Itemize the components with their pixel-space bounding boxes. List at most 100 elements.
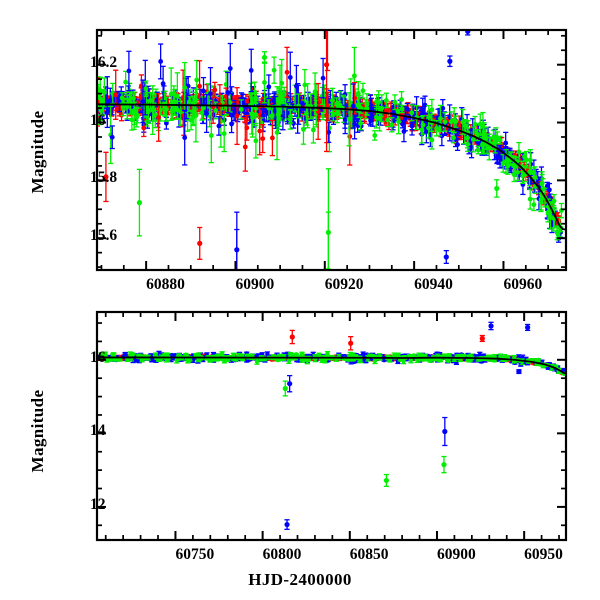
data-point [140,98,146,104]
data-point [355,90,361,96]
data-point [385,107,391,113]
data-point [257,128,263,134]
data-point [368,118,373,124]
data-point [253,138,259,144]
data-point [373,114,379,120]
data-point [376,99,382,105]
data-point [221,131,227,137]
data-point [145,108,151,114]
data-point [420,122,426,128]
data-point [227,100,233,105]
data-point [494,185,500,192]
data-point [409,110,415,116]
data-point [301,126,306,132]
data-point [516,149,522,155]
data-point [447,58,453,64]
data-point [496,153,502,158]
data-point [136,200,143,206]
data-point [315,109,321,114]
data-point [389,122,395,128]
data-point [131,108,137,114]
data-point [470,137,476,142]
data-point [160,81,166,87]
data-point [531,170,536,176]
data-point [396,119,402,125]
data-point [404,106,410,112]
data-point [181,113,187,119]
data-point [465,135,470,141]
data-point [262,80,267,85]
data-point [285,110,291,115]
data-point [182,135,188,141]
data-point [477,121,483,127]
plot-frame [95,28,568,272]
data-point [271,67,277,73]
data-point [98,99,100,105]
data-point [527,157,533,163]
data-point [126,68,132,74]
data-point [250,115,255,121]
data-point [270,135,275,141]
data-point [204,111,209,116]
data-point [325,229,331,236]
data-point [287,99,292,105]
data-point [372,133,378,138]
data-point [287,117,293,122]
data-point [475,147,481,153]
data-point [101,90,107,95]
data-point [434,125,440,131]
data-point [342,117,348,122]
data-point [312,89,318,95]
data-point [103,174,109,180]
data-point [98,88,103,93]
data-point [301,100,307,106]
data-point [320,113,326,119]
data-layer [98,321,565,530]
data-point [127,97,133,102]
data-point [442,119,448,125]
data-point [440,105,446,111]
data-point [409,123,415,129]
data-point [287,75,293,80]
data-point [438,116,443,121]
data-point [213,108,219,113]
data-point [277,89,283,95]
data-point [193,113,199,119]
data-point [383,97,389,103]
data-point [555,231,561,237]
data-point [201,88,206,94]
data-point [451,135,456,141]
data-point [505,163,511,169]
data-point [208,133,214,138]
data-point [358,121,363,126]
plot-contents [95,28,568,542]
data-point [291,120,296,126]
data-point [503,140,509,146]
data-point [143,86,149,92]
data-point [330,112,336,118]
data-point [156,115,162,120]
data-point [248,68,254,73]
data-point [227,66,233,71]
data-point [272,108,278,114]
data-point [527,196,533,202]
data-point [229,112,235,118]
data-point [326,129,332,135]
data-point [225,90,231,95]
data-point [443,254,449,260]
data-point [199,110,205,116]
data-point [270,113,276,119]
data-point [129,117,135,123]
x-axis-label: HJD-2400000 [248,570,352,589]
model-curve [98,103,565,231]
data-point [429,107,435,113]
data-point [497,137,503,143]
data-point [168,91,174,97]
data-point [188,117,194,123]
data-layer [98,31,565,269]
data-point [182,85,188,91]
data-point [104,99,110,105]
data-point [216,123,222,129]
